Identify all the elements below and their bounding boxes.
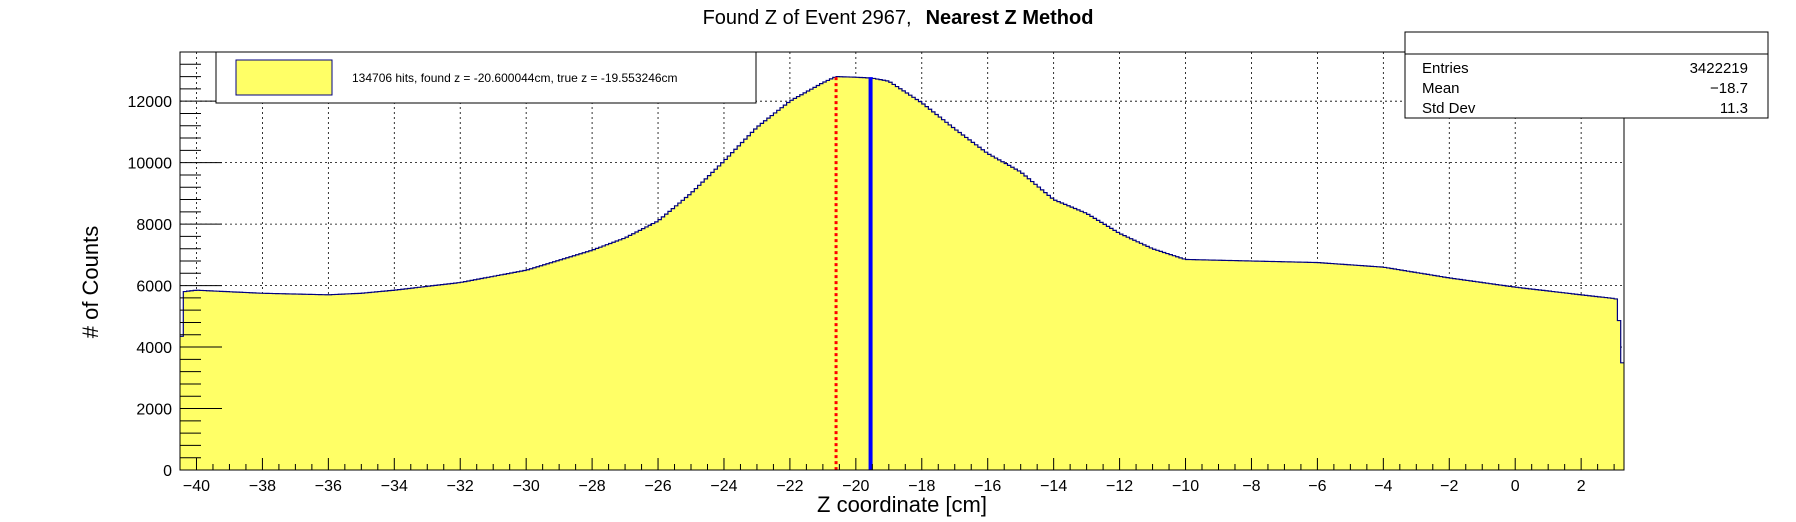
histogram-area (180, 76, 1624, 470)
axes: −40 −38 −36 −34 −32 −30 −28 −26 −24 −22 −20 −18 −16−… (128, 63, 1615, 495)
legend: 134706 hits, found z = -20.600044cm, tru… (215, 51, 757, 104)
x-tick-label: −30 (513, 478, 540, 495)
y-axis-title: # of Counts (78, 226, 103, 339)
x-tick-label: −24 (710, 478, 737, 495)
stats-frame (1404, 31, 1769, 119)
x-tick-label: −28 (579, 478, 606, 495)
histogram-fill (180, 76, 1624, 470)
x-tick-label: −10 (1172, 478, 1199, 495)
y-tick-label: 8000 (136, 217, 172, 234)
x-tick-label: −2 (1440, 478, 1458, 495)
y-tick-label: 4000 (136, 340, 172, 357)
stats-entries-label: Entries (1422, 60, 1469, 77)
y-tick-label: 10000 (128, 156, 173, 173)
x-tick-label: −40 (183, 478, 210, 495)
x-tick-label: −20 (842, 478, 869, 495)
legend-swatch (235, 59, 333, 96)
x-tick-label: −14 (1040, 478, 1067, 495)
stats-stddev-value: 11.3 (1720, 100, 1748, 117)
x-tick-label: −4 (1374, 478, 1392, 495)
x-tick-label: −6 (1308, 478, 1326, 495)
x-tick-label: −12 (1106, 478, 1133, 495)
x-tick-label: −18 (908, 478, 935, 495)
x-tick-label: −34 (381, 478, 408, 495)
x-tick-label: −36 (315, 478, 342, 495)
y-tick-label: 12000 (128, 94, 173, 111)
chart-title-main: Found Z of Event 2967, (703, 7, 912, 29)
x-tick-label: −38 (249, 478, 276, 495)
stats-mean-label: Mean (1422, 80, 1460, 97)
marker-lines (834, 77, 873, 470)
stats-mean-value: −18.7 (1710, 80, 1748, 97)
chart-title-method: Nearest Z Method (926, 7, 1094, 29)
x-tick-label: 2 (1577, 478, 1586, 495)
y-tick-label: 6000 (136, 279, 172, 296)
histogram-outline (180, 76, 1624, 364)
legend-label: 134706 hits, found z = -20.600044cm, tru… (352, 71, 678, 85)
x-tick-label: −8 (1242, 478, 1260, 495)
y-tick-label: 2000 (136, 402, 172, 419)
chart-title: Found Z of Event 2967, Nearest Z Method (703, 7, 1094, 29)
x-tick-label: −26 (644, 478, 671, 495)
x-axis-title: Z coordinate [cm] (817, 492, 987, 517)
x-tick-label: 0 (1511, 478, 1520, 495)
stats-box: Entries 3422219 Mean −18.7 Std Dev 11.3 (1404, 31, 1769, 119)
x-tick-label: −32 (447, 478, 474, 495)
x-tick-label: −22 (776, 478, 803, 495)
stats-entries-value: 3422219 (1690, 60, 1748, 77)
y-tick-label: 0 (163, 463, 172, 480)
x-tick-label: −16 (974, 478, 1001, 495)
plot-frame (179, 51, 1625, 471)
stats-stddev-label: Std Dev (1422, 100, 1476, 117)
